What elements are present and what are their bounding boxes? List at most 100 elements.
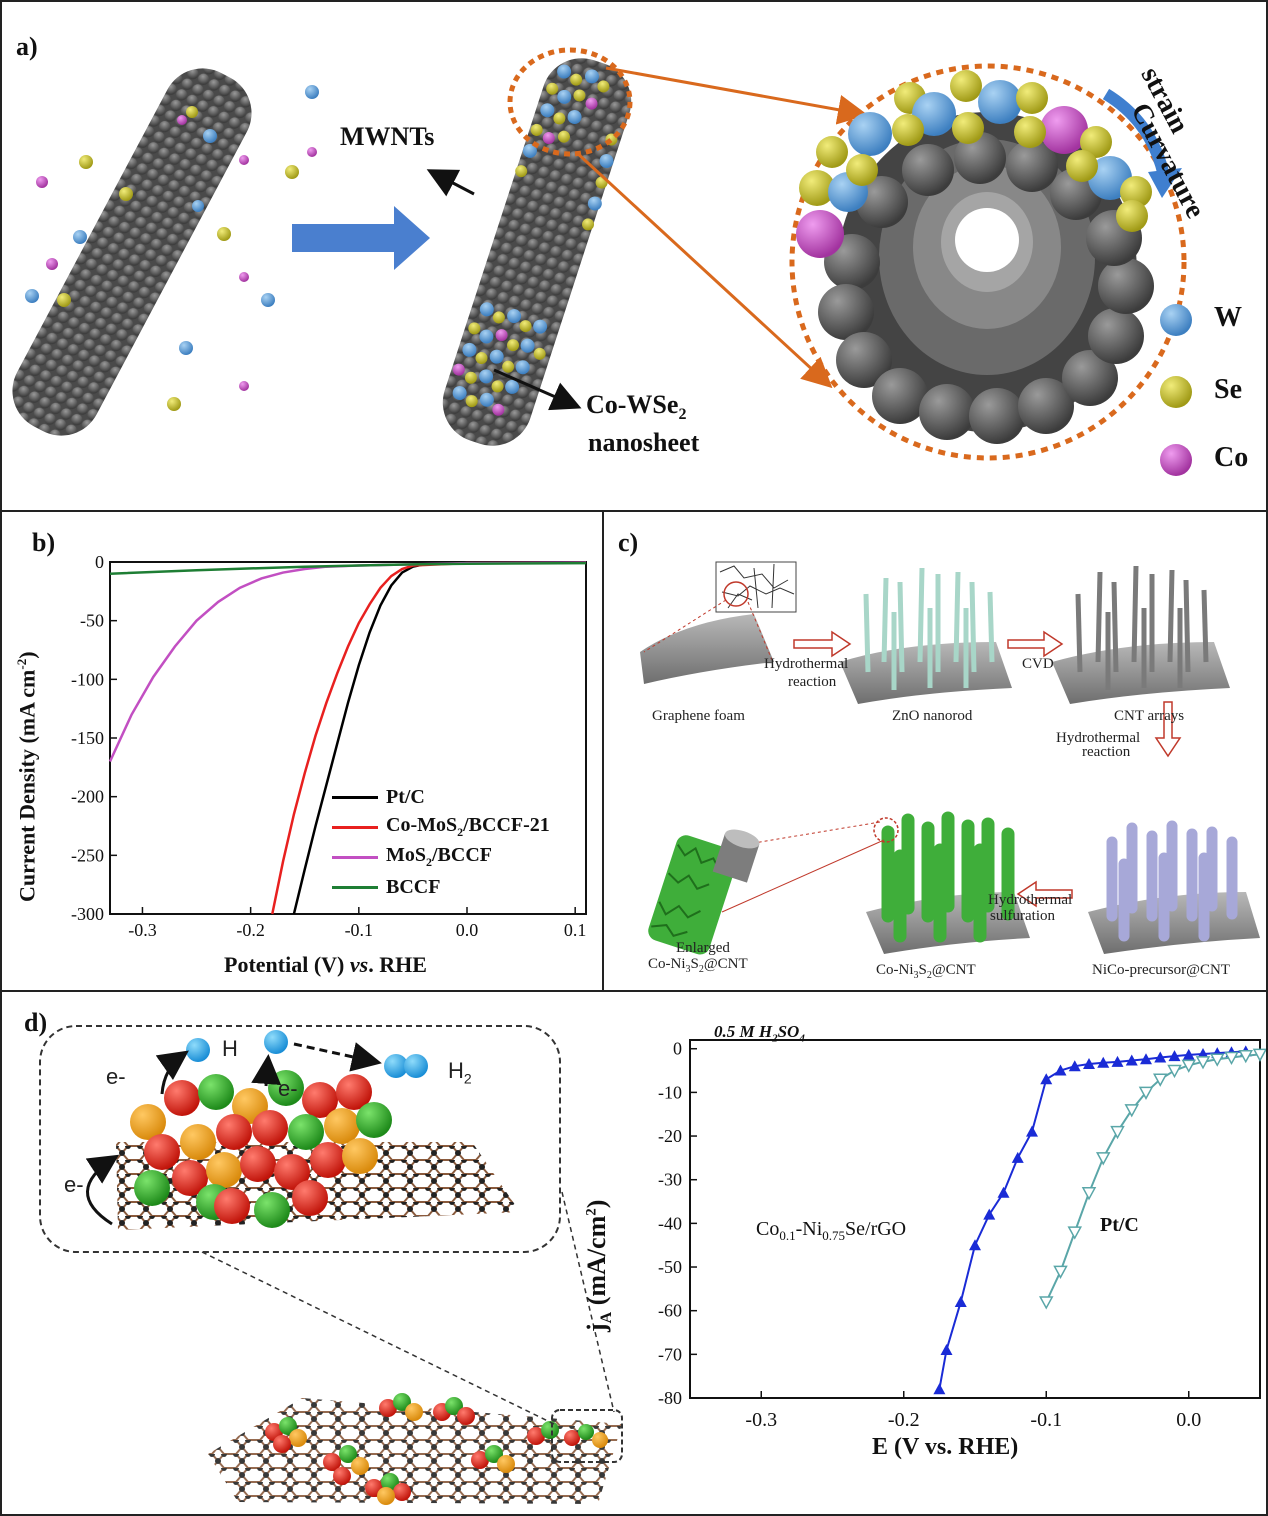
e-minus-2: e- <box>278 1076 298 1101</box>
chart-d-point-blue <box>1054 1064 1067 1076</box>
label-enlarged-coni3s2: Co-Ni3S2@CNT <box>648 956 748 975</box>
panel-c-label: c) <box>618 528 639 557</box>
catalyst-patches <box>265 1393 608 1505</box>
mwnts-label: MWNTs <box>340 122 435 151</box>
chart-d-point-blue <box>1154 1051 1167 1063</box>
chart-b-ytick-label: -200 <box>71 787 104 807</box>
chart-d-xtick-label: 0.0 <box>1176 1409 1201 1431</box>
chart-b-xtick-label: 0.0 <box>456 920 479 940</box>
chart-d-point-teal <box>1152 1073 1168 1087</box>
label-hydro2-b: reaction <box>1082 744 1131 760</box>
chart-b-ytick-label: -300 <box>71 904 104 924</box>
chart-d-point-blue <box>1125 1054 1138 1066</box>
chart-d-point-teal <box>1224 1051 1239 1066</box>
chart-d-point-teal <box>1053 1265 1068 1279</box>
label-hydro1-b: reaction <box>788 674 837 690</box>
chart-d-point-blue <box>997 1186 1010 1198</box>
label-enlarged: Enlarged <box>676 940 730 956</box>
legend-w-label: W <box>1214 302 1242 333</box>
chart-d-point-blue <box>1040 1073 1053 1085</box>
chart-d-xlabel: E (V vs. RHE) <box>872 1434 1019 1460</box>
chart-d-point-blue <box>1026 1125 1038 1137</box>
chart-b-ytick-label: -100 <box>71 669 104 689</box>
chart-d-point-teal <box>1038 1296 1054 1310</box>
legend-co-ball <box>1160 444 1192 476</box>
catalyst-cluster <box>130 1070 392 1228</box>
chart-d-series1-label: Co0.1-Ni0.75Se/rGO <box>756 1218 907 1243</box>
chart-d-ytick-label: 0 <box>673 1039 682 1059</box>
panel-d-label: d) <box>24 1008 48 1037</box>
chart-d-xtick-label: -0.1 <box>1030 1409 1062 1431</box>
chart-b-ytick-label: 0 <box>95 552 104 572</box>
legend-co-label: Co <box>1214 442 1249 473</box>
chart-d-ytick-label: -70 <box>658 1344 682 1364</box>
chart-d-point-blue <box>954 1295 967 1307</box>
chart-d-point-teal <box>1181 1059 1197 1073</box>
chart-b-xtick-label: 0.1 <box>564 920 587 940</box>
zoom-source-circle <box>507 47 633 157</box>
zoom-circle <box>789 63 1187 461</box>
legend-b-comos2: Co-MoS2/BCCF-21 <box>386 814 550 839</box>
chart-b-ytick-label: -250 <box>71 845 104 865</box>
h2-molecule-a <box>384 1054 408 1078</box>
inset-box <box>39 1025 561 1253</box>
free-atoms <box>25 85 319 411</box>
label-hydro1-a: Hydrothermal <box>764 656 849 672</box>
chart-d-series-0 <box>938 1050 1246 1390</box>
panel-c: c) <box>602 510 1268 992</box>
nanosheet-label: Co-WSe2 <box>586 390 687 424</box>
label-zno: ZnO nanorod <box>892 708 973 724</box>
curvature-arrow <box>1102 88 1170 178</box>
chart-b-series-1 <box>271 561 587 915</box>
chart-d-point-teal <box>1110 1125 1125 1140</box>
h2-molecule-b <box>404 1054 428 1078</box>
chart-d-ytick-label: -40 <box>658 1213 682 1233</box>
label-cvd: CVD <box>1022 656 1054 672</box>
chart-d-point-blue <box>1097 1056 1110 1068</box>
chart-d-point-blue <box>969 1239 981 1251</box>
legend-b-mos2: MoS2/BCCF <box>386 844 492 869</box>
h-atom-1 <box>186 1038 210 1062</box>
label-cnt-arrays: CNT arrays <box>1114 708 1185 724</box>
chart-d-ytick-label: -50 <box>658 1257 682 1277</box>
chart-b-series-3 <box>109 561 587 575</box>
panel-b-label: b) <box>32 528 56 557</box>
e-minus-1: e- <box>106 1064 126 1089</box>
chart-d-point-blue <box>1068 1060 1081 1072</box>
legend-w-ball <box>1160 304 1192 336</box>
legend-se-label: Se <box>1214 374 1242 405</box>
chart-d-xtick-label: -0.3 <box>745 1409 777 1431</box>
chart-d-point-blue <box>940 1343 953 1355</box>
label-precursor: NiCo-precursor@CNT <box>1092 962 1230 978</box>
chart-d-point-teal <box>1138 1086 1154 1100</box>
chart-d-point-teal <box>1167 1064 1182 1079</box>
h-atom-2 <box>264 1030 288 1054</box>
chart-d-ylabel: jA (mA/cm2) <box>582 1199 616 1332</box>
polarization-chart-d: -0.3 -0.2 -0.1 0.0 0 -10 -20 -30 -40 -50 -60 -70 -80 <box>658 1039 1266 1431</box>
chart-d-point-blue <box>1168 1050 1181 1062</box>
nanosheet-label-2: nanosheet <box>588 428 700 457</box>
panel-d-illustration <box>39 1025 623 1505</box>
chart-d-point-blue <box>1011 1151 1024 1163</box>
chart-d-point-teal <box>1209 1053 1225 1067</box>
chart-d-point-teal <box>1195 1056 1211 1070</box>
h2-label: H2 <box>448 1058 472 1087</box>
chart-b-legend: Pt/C Co-MoS2/BCCF-21 MoS2/BCCF BCCF <box>332 782 550 902</box>
nanotube-bare <box>12 68 252 436</box>
chart-d-point-teal <box>1124 1104 1140 1118</box>
nanotube-coated <box>442 58 632 446</box>
label-sulf-a: Hydrothermal <box>988 892 1073 908</box>
label-graphene-foam: Graphene foam <box>652 708 745 724</box>
chart-d-electrolyte: 0.5 M H2SO4 <box>714 1022 805 1045</box>
chart-b-ytick-label: -50 <box>80 611 104 631</box>
panel-c-schematic <box>640 561 1260 955</box>
process-arrow <box>292 206 430 270</box>
chart-b-xlabel: Potential (V) vs. RHE <box>224 952 427 977</box>
chart-d-point-teal <box>1252 1048 1266 1062</box>
chart-d-point-teal <box>1067 1226 1083 1240</box>
label-sulf-b: sulfuration <box>990 908 1055 924</box>
chart-d-ytick-label: -30 <box>658 1170 682 1190</box>
chart-d-point-blue <box>1140 1053 1152 1065</box>
chart-d-point-blue <box>983 1208 996 1220</box>
panel-a-label: a) <box>16 32 38 61</box>
